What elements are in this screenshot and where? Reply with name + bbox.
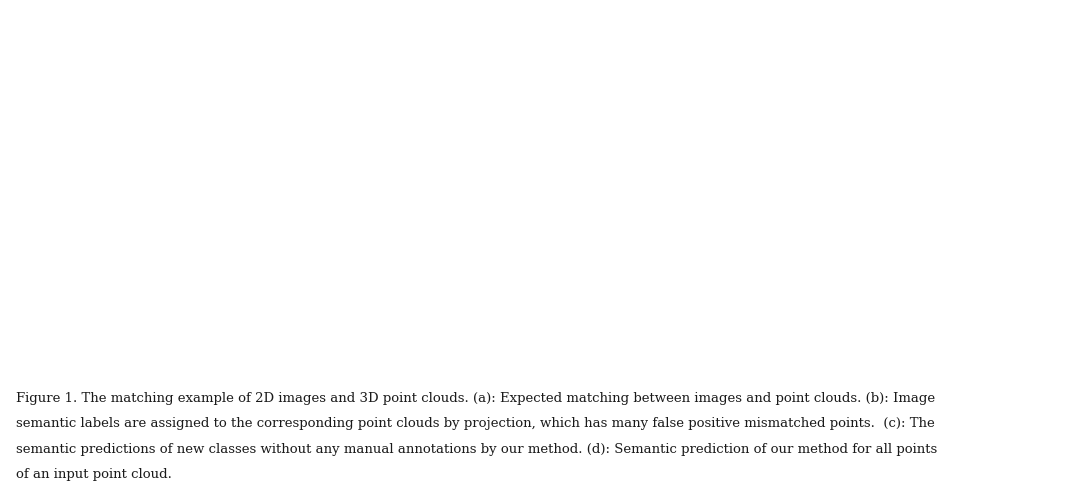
Text: semantic predictions of new classes without any manual annotations by our method: semantic predictions of new classes with… <box>16 443 937 456</box>
Text: of an input point cloud.: of an input point cloud. <box>16 468 172 482</box>
Text: semantic labels are assigned to the corresponding point clouds by projection, wh: semantic labels are assigned to the corr… <box>16 417 935 431</box>
Text: Figure 1. The matching example of 2D images and 3D point clouds. (a): Expected m: Figure 1. The matching example of 2D ima… <box>16 392 935 405</box>
